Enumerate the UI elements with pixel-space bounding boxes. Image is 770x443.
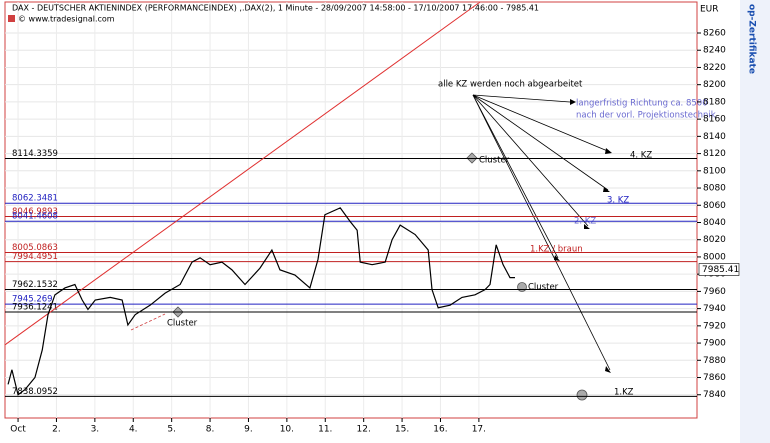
x-tick-label: 12. <box>357 425 371 435</box>
x-tick-label: 15. <box>395 425 409 435</box>
arrow-head <box>554 255 560 261</box>
level-label: 8114.3359 <box>12 149 58 159</box>
annotations <box>130 94 611 371</box>
y-tick-label: 7940 <box>703 304 726 314</box>
annotation: Cluster <box>167 319 198 329</box>
arrow-head <box>605 366 611 373</box>
cluster-marker <box>517 282 527 292</box>
y-tick-label: 7960 <box>703 287 726 297</box>
annotation: nach der vorl. Projektionstechnik <box>576 111 716 121</box>
y-tick-label: 8100 <box>703 166 726 176</box>
annotation: 1.KZ / braun <box>530 245 583 255</box>
level-label: 7838.0952 <box>12 387 58 397</box>
last-price-box <box>698 263 740 276</box>
y-tick-label: 8140 <box>703 132 726 142</box>
sidebar-text: op-Zertifikate <box>747 4 757 74</box>
arrow <box>472 94 589 227</box>
y-tick-label: 8160 <box>703 115 726 125</box>
level-label: 8046.9893 <box>12 207 58 217</box>
y-tick-label: 8220 <box>703 63 726 73</box>
plot-frame <box>4 1 698 419</box>
level-label: 7962.1532 <box>12 280 58 290</box>
logo <box>8 15 15 22</box>
y-tick-label: 7880 <box>703 356 726 366</box>
x-tick-label: 5. <box>167 425 176 435</box>
y-tick-label: 7900 <box>703 339 726 349</box>
x-tick-label: 8. <box>206 425 215 435</box>
y-tick-label: 8180 <box>703 97 726 107</box>
annotation: Cluster <box>479 156 510 166</box>
price-line <box>7 207 515 396</box>
level-label: 7936.1241 <box>12 302 58 312</box>
level-label: 8005.0863 <box>12 243 58 253</box>
arrow <box>472 94 611 153</box>
arrow-head <box>605 148 612 154</box>
y-tick-label: 7840 <box>703 390 726 400</box>
arrow <box>472 94 609 191</box>
dashed-line <box>130 313 166 331</box>
annotation: alle KZ werden noch abgearbeitet <box>438 80 583 90</box>
x-tick-label: 4. <box>129 425 138 435</box>
x-tick-label: 9. <box>244 425 253 435</box>
level-label: 7994.4951 <box>12 252 58 262</box>
arrow <box>472 94 559 259</box>
y-tick-label: 8040 <box>703 218 726 228</box>
y-tick-label: 8060 <box>703 201 726 211</box>
x-tick-label: Oct <box>10 425 26 435</box>
y-tick-label: 7860 <box>703 373 726 383</box>
plot-area <box>5 2 697 418</box>
annotation: 4. KZ <box>630 151 652 161</box>
level-label: 8062.3481 <box>12 194 58 204</box>
x-tick-label: 10. <box>280 425 294 435</box>
x-tick-label: 16. <box>433 425 447 435</box>
y-tick-label: 8200 <box>703 80 726 90</box>
annotation: langerfristig Richtung ca. 8500 <box>576 99 708 109</box>
arrow <box>472 94 571 103</box>
annotation: 3. KZ <box>607 196 629 206</box>
annotation: Cluster <box>528 283 559 293</box>
source: © www.tradesignal.com <box>18 15 115 24</box>
target-marker <box>576 389 588 401</box>
x-tick-label: 3. <box>91 425 100 435</box>
arrow-head <box>603 187 610 192</box>
trendline <box>4 1 481 346</box>
arrow <box>472 94 611 371</box>
y-tick-label: 7920 <box>703 321 726 331</box>
y-tick-label: 8120 <box>703 149 726 159</box>
y-tick-label: 8020 <box>703 235 726 245</box>
chart-title: DAX - DEUTSCHER AKTIENINDEX (PERFORMANCE… <box>12 4 539 13</box>
level-label: 8041.4608 <box>12 212 58 222</box>
arrow-head <box>584 224 590 229</box>
annotation: 1.KZ <box>614 388 634 398</box>
x-tick-label: 11. <box>318 425 332 435</box>
arrow-head <box>570 99 576 105</box>
y-tick-label: 8240 <box>703 46 726 56</box>
level-label: 7945.269 <box>12 295 53 305</box>
x-tick-label: 2. <box>52 425 61 435</box>
last-price-label: 7985.41 <box>702 265 739 275</box>
y-axis-label: EUR <box>700 5 719 15</box>
x-tick-label: 17. <box>472 425 486 435</box>
y-tick-label: 8000 <box>703 252 726 262</box>
sidebar-panel <box>740 0 770 443</box>
y-tick-label: 8080 <box>703 184 726 194</box>
y-tick-label: 8260 <box>703 29 726 39</box>
